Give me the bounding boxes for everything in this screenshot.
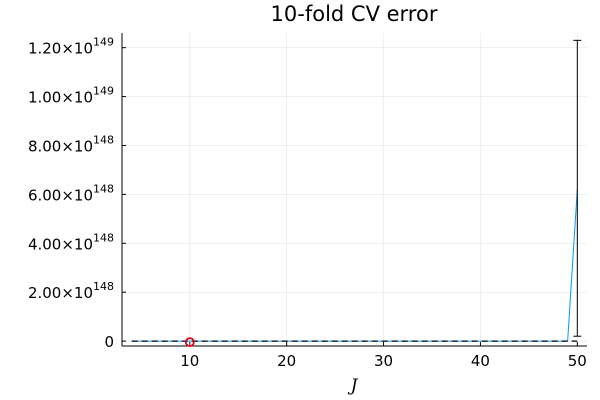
axes [121, 33, 587, 347]
x-tick-label: 40 [471, 352, 490, 370]
y-tick-label: 0 [104, 333, 114, 351]
chart-title: 10-fold CV error [271, 2, 438, 26]
y-tick-label: 2.00×10148 [28, 280, 114, 302]
y-tick-label: 8.00×10148 [28, 133, 114, 155]
x-axis-label: J [348, 376, 359, 396]
y-tick-label: 4.00×10148 [28, 231, 114, 253]
series-layer [131, 39, 582, 348]
x-tick-label: 20 [277, 352, 296, 370]
y-tick-label: 1.00×10149 [28, 85, 114, 107]
selected-point-marker [184, 337, 195, 348]
y-tick-label: 6.00×10148 [28, 182, 114, 204]
x-tick-label: 10 [180, 352, 199, 370]
tick-labels: 10 20 30 40 50 0 2.00×10148 4.00×10148 6.00×1014… [28, 36, 587, 370]
grid-lines [122, 33, 587, 346]
y-tick-label: 1.20×10149 [28, 36, 114, 58]
x-tick-label: 50 [568, 352, 587, 370]
x-tick-label: 30 [374, 352, 393, 370]
